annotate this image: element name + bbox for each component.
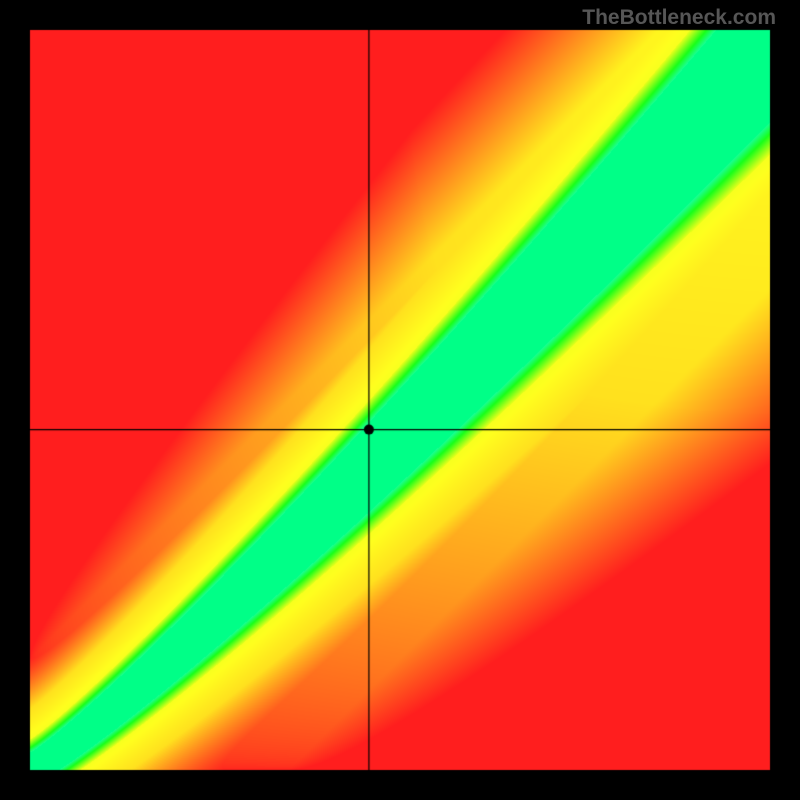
attribution-text: TheBottleneck.com xyxy=(582,6,776,30)
bottleneck-heatmap xyxy=(0,0,800,800)
